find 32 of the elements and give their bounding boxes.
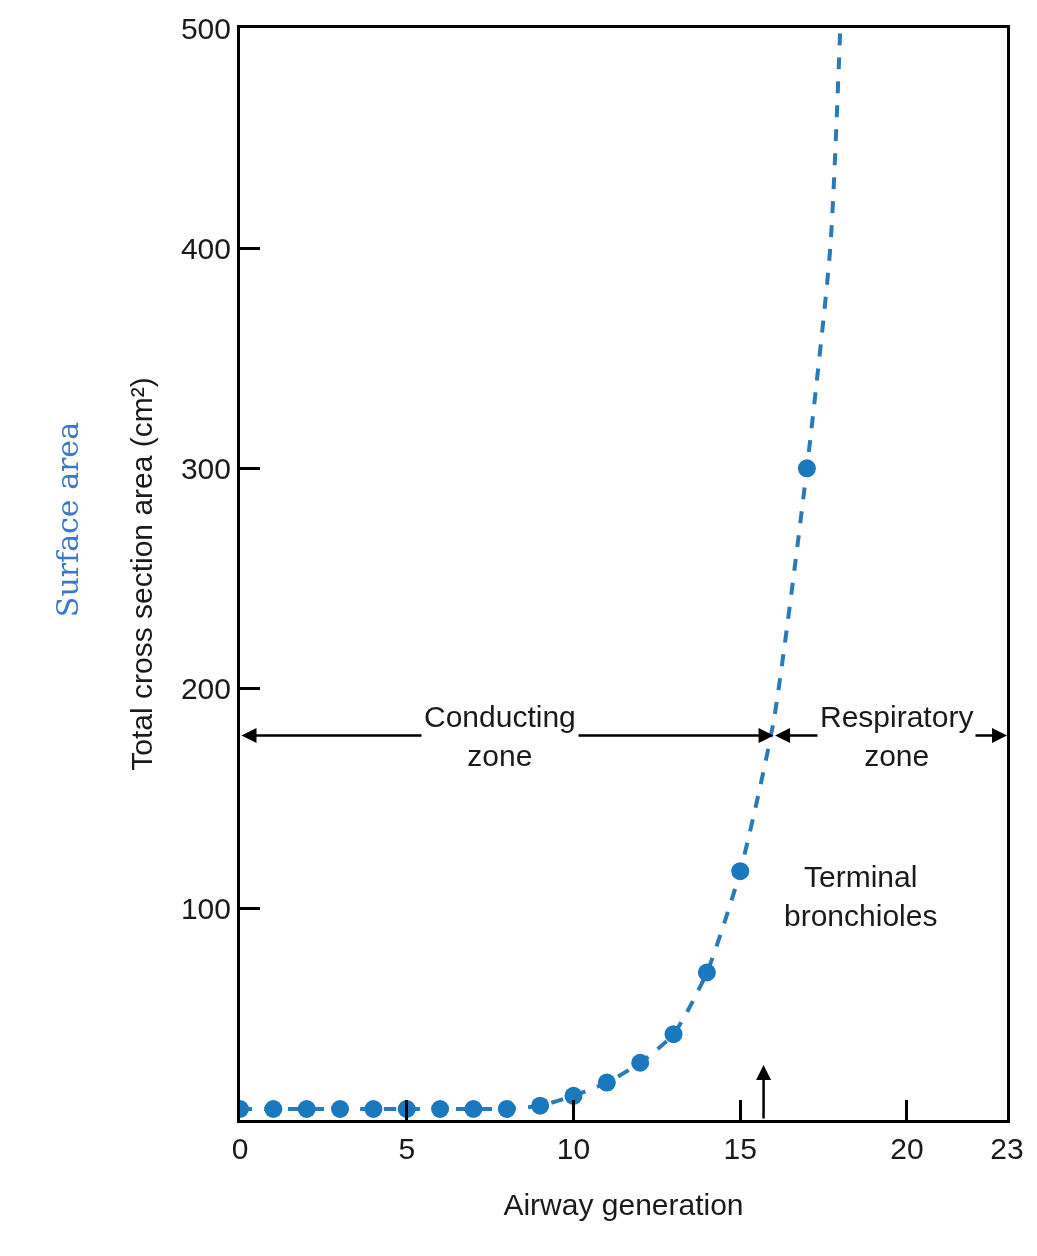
- point: [597, 1073, 616, 1092]
- y-tick-label: 200: [180, 671, 231, 705]
- y-tick-label: 100: [180, 892, 231, 926]
- annotation: Terminal bronchioles: [784, 860, 938, 932]
- point: [264, 1099, 283, 1118]
- y-tick-label: 400: [180, 231, 231, 265]
- point: [431, 1099, 450, 1118]
- point: [564, 1086, 583, 1105]
- x-tick-label: 23: [990, 1132, 1024, 1165]
- x-tick-label: 15: [723, 1132, 757, 1165]
- annotation: Respiratory zone: [820, 700, 974, 772]
- y-axis-title: Total cross section area (cm²): [124, 377, 158, 771]
- point: [664, 1025, 683, 1044]
- annotation: Conducting zone: [424, 700, 576, 772]
- x-axis-title: Airway generation: [503, 1187, 744, 1221]
- point: [331, 1099, 350, 1118]
- point: [364, 1099, 383, 1118]
- point: [797, 459, 816, 478]
- y-tick-label: 500: [180, 11, 231, 45]
- y-tick-label: 300: [180, 451, 231, 485]
- x-tick-label: 10: [556, 1132, 591, 1165]
- x-tick-label: 5: [398, 1132, 416, 1165]
- x-tick-label: 20: [890, 1132, 924, 1165]
- point: [297, 1099, 316, 1118]
- point: [731, 862, 750, 881]
- point: [464, 1099, 483, 1118]
- x-tick-label: 0: [231, 1132, 249, 1165]
- point: [531, 1096, 550, 1115]
- text: Surface area: [50, 421, 86, 618]
- point: [631, 1053, 650, 1072]
- point: [697, 963, 716, 982]
- point: [497, 1099, 516, 1118]
